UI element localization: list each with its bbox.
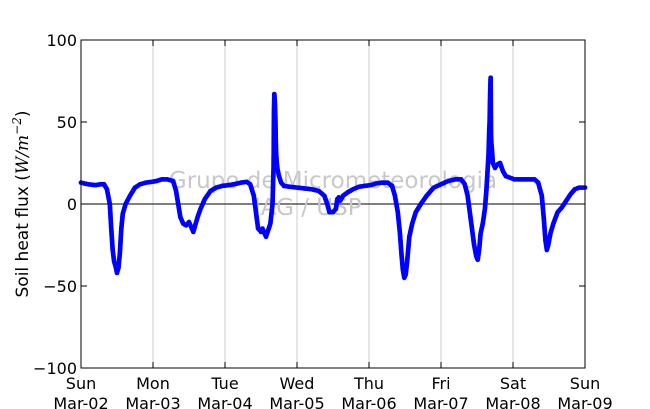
y-axis-label-text: Soil heat flux ( [13,174,33,297]
x-tick-label-date: Mar-06 [341,394,396,409]
x-tick-label-date: Mar-07 [413,394,468,409]
x-tick-label-weekday: Wed [280,374,315,393]
x-tick-label-weekday: Sun [66,374,96,393]
x-tick-label-weekday: Thu [353,374,384,393]
y-tick-label: 50 [57,113,77,132]
y-tick-label: 100 [46,31,77,50]
x-tick-label-weekday: Sun [570,374,600,393]
watermark-line-1: Grupo de Micrometeorologia [169,168,497,194]
x-tick-label-date: Mar-09 [557,394,612,409]
x-tick-label-weekday: Tue [210,374,238,393]
x-axis-ticks: SunMar-02MonMar-03TueMar-04WedMar-05ThuM… [53,40,613,409]
y-tick-label: −50 [43,277,77,296]
y-axis-label-units: W/m [13,135,33,174]
y-axis-ticks: −100 −50 0 50 100 [33,31,585,378]
x-tick-label-weekday: Mon [136,374,170,393]
x-tick-label-date: Mar-05 [269,394,324,409]
x-tick-label-weekday: Sat [500,374,526,393]
y-axis-label: Soil heat flux (W/m−2) [10,110,33,297]
x-tick-label-date: Mar-03 [125,394,180,409]
x-tick-label-date: Mar-08 [485,394,540,409]
y-axis-label-exponent: −2 [10,117,24,135]
x-tick-label-date: Mar-02 [53,394,108,409]
y-axis-label-close: ) [13,110,33,117]
data-points [78,75,588,281]
x-tick-label-date: Mar-04 [197,394,252,409]
x-tick-label-weekday: Fri [431,374,450,393]
y-tick-label: −100 [33,359,77,378]
y-tick-label: 0 [67,195,77,214]
